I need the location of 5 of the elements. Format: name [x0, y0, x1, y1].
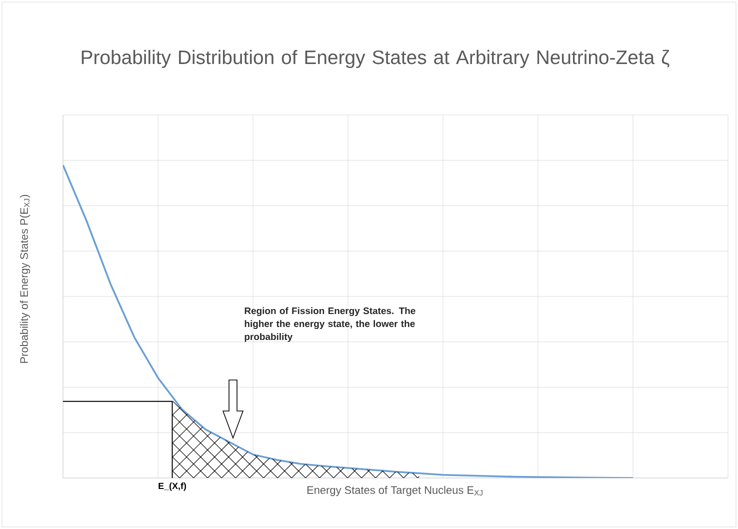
annotation: Region of Fission Energy States. The higher the energy state, the lower the probability — [244, 307, 416, 342]
y-axis-title: Probability of Energy States P(E$_{XJ}$) — [20, 194, 30, 363]
chart-title: Probability Distribution of Energy States at Arbitrary Neutrino-Zeta ζ — [82, 50, 670, 68]
text: E_(X,f) — [158, 482, 186, 491]
x-axis-title: Energy States of Target Nucleus E$_{XJ}$ — [307, 486, 482, 496]
